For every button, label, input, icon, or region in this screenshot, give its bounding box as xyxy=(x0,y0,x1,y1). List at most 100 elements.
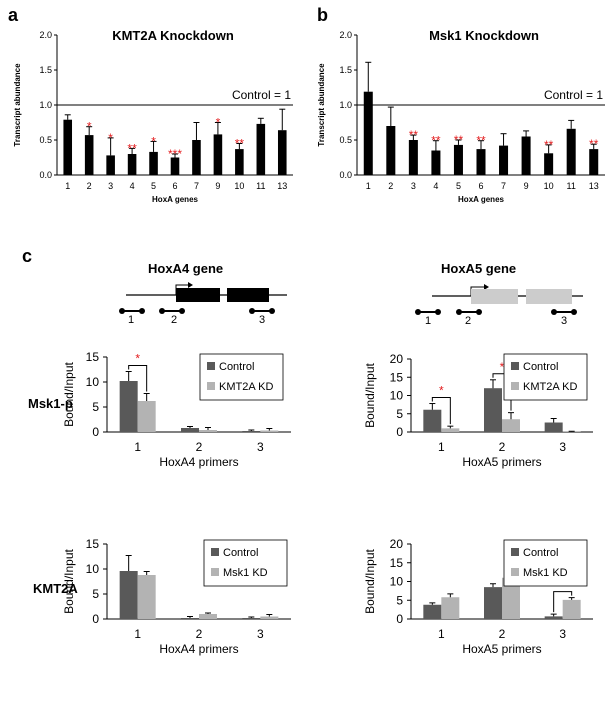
bar-hoxa9 xyxy=(521,136,531,175)
y-tick-label: 20 xyxy=(390,537,404,551)
bar-control-primer3 xyxy=(544,616,563,619)
bar-hoxa1 xyxy=(63,119,73,175)
hoxa5-exon-2 xyxy=(526,289,572,304)
significance-marker: ** xyxy=(589,137,599,151)
significance-marker: ** xyxy=(127,141,137,155)
hoxa5-primer-1-label: 1 xyxy=(425,315,431,327)
hoxa4-exon-1 xyxy=(176,288,220,302)
legend-label: Control xyxy=(219,361,254,373)
x-tick-label: 2 xyxy=(499,627,506,641)
bar-control-primer1 xyxy=(119,571,138,619)
x-axis-label: HoxA4 primers xyxy=(159,455,238,469)
x-tick-label: 7 xyxy=(194,181,199,191)
x-axis-label: HoxA5 primers xyxy=(462,642,541,656)
significance-marker: * xyxy=(500,360,505,374)
legend-swatch-control xyxy=(211,548,219,556)
bar-hoxa5 xyxy=(149,151,158,175)
x-tick-label: 3 xyxy=(559,440,566,454)
legend-swatch-control xyxy=(207,362,215,370)
x-tick-label: 11 xyxy=(256,181,265,191)
chart-msk1p-hoxa4: 0 5 10 15 Bound/Input 1 2 3 HoxA4 primers * Contro… xyxy=(62,350,291,469)
x-axis-label: HoxA5 primers xyxy=(462,455,541,469)
bar-hoxa13 xyxy=(277,130,287,175)
bar-hoxa2 xyxy=(84,135,94,175)
y-tick-label: 1.5 xyxy=(339,65,352,75)
legend-label: Control xyxy=(523,547,558,559)
x-tick-label: 9 xyxy=(215,181,220,191)
chart-msk1-knockdown: Msk1 Knockdown 0.0 0.5 1.0 1.5 2.0 Transcript … xyxy=(317,28,605,204)
panel-label-b: b xyxy=(317,5,328,25)
bar-hoxa4 xyxy=(127,154,137,175)
significance-marker: ** xyxy=(454,133,464,147)
bar-hoxa9 xyxy=(213,134,223,175)
bar-control-primer3 xyxy=(544,422,563,432)
y-tick-label: 10 xyxy=(86,375,100,389)
y-tick-label: 0 xyxy=(396,612,403,626)
y-tick-label: 0 xyxy=(92,612,99,626)
y-tick-label: 1.0 xyxy=(39,100,52,110)
x-tick-label: 1 xyxy=(134,440,141,454)
x-tick-label: 2 xyxy=(196,440,203,454)
row-label-kmt2a: KMT2A xyxy=(33,581,78,596)
x-tick-label: 5 xyxy=(456,181,461,191)
legend-swatch-kmt2a-kd xyxy=(511,382,519,390)
significance-bracket xyxy=(431,397,451,425)
significance-marker: ** xyxy=(476,134,486,148)
hoxa5-primer-1: 1 xyxy=(415,309,441,327)
y-tick-label: 2.0 xyxy=(339,30,352,40)
y-tick-label: 5 xyxy=(92,400,99,414)
hoxa4-gene-diagram: HoxA4 gene 1 2 3 xyxy=(119,261,287,326)
y-axis-label: Transcript abundance xyxy=(13,63,22,147)
x-axis-label: HoxA genes xyxy=(152,195,198,204)
x-tick-label: 6 xyxy=(478,181,483,191)
y-tick-label: 15 xyxy=(390,556,404,570)
bar-hoxa11 xyxy=(566,128,576,175)
hoxa5-primer-3-label: 3 xyxy=(561,315,567,327)
bar-control-primer1 xyxy=(423,604,442,619)
x-tick-label: 2 xyxy=(388,181,393,191)
significance-bracket xyxy=(128,365,148,392)
y-tick-label: 1.0 xyxy=(339,100,352,110)
y-tick-label: 10 xyxy=(86,562,100,576)
x-tick-label: 4 xyxy=(433,181,438,191)
bar-control-primer2 xyxy=(181,428,199,432)
y-tick-label: 20 xyxy=(390,352,404,366)
significance-bracket xyxy=(553,591,573,613)
bar-hoxa2 xyxy=(386,126,396,175)
bar-control-primer3 xyxy=(242,431,261,432)
x-tick-label: 2 xyxy=(196,627,203,641)
hoxa5-primer-3: 3 xyxy=(551,309,577,327)
chart-kmt2a-knockdown: KMT2A Knockdown 0.0 0.5 1.0 1.5 2.0 Transcript… xyxy=(13,28,293,204)
significance-marker: * xyxy=(135,352,140,366)
bar-hoxa10 xyxy=(544,153,554,175)
bar-msk1-kd-primer3 xyxy=(562,599,581,619)
hoxa4-primer-1-label: 1 xyxy=(128,314,134,326)
x-tick-label: 3 xyxy=(108,181,113,191)
significance-marker: ** xyxy=(544,138,554,152)
bar-hoxa5 xyxy=(453,144,463,175)
y-tick-label: 15 xyxy=(86,350,100,364)
significance-marker: ** xyxy=(431,134,441,148)
x-tick-label: 13 xyxy=(589,181,599,191)
panel-label-c: c xyxy=(22,246,32,266)
x-tick-label: 6 xyxy=(172,181,177,191)
y-tick-label: 0 xyxy=(92,425,99,439)
legend-box xyxy=(203,539,288,587)
bar-hoxa3 xyxy=(408,140,418,175)
x-tick-label: 10 xyxy=(234,181,244,191)
bar-hoxa6 xyxy=(170,157,180,175)
significance-marker: * xyxy=(108,131,113,145)
x-tick-label: 10 xyxy=(544,181,554,191)
y-axis-label: Bound/Input xyxy=(62,361,76,426)
chart-title: KMT2A Knockdown xyxy=(112,28,234,43)
legend-box xyxy=(503,353,588,401)
chart-title: Msk1 Knockdown xyxy=(429,28,539,43)
legend: Control KMT2A KD xyxy=(503,353,588,401)
x-tick-label: 9 xyxy=(524,181,529,191)
bar-hoxa3 xyxy=(106,155,115,175)
hoxa5-gene-diagram: HoxA5 gene 1 2 3 xyxy=(415,261,583,327)
legend: Control KMT2A KD xyxy=(199,353,284,401)
bar-control-primer1 xyxy=(119,381,138,432)
